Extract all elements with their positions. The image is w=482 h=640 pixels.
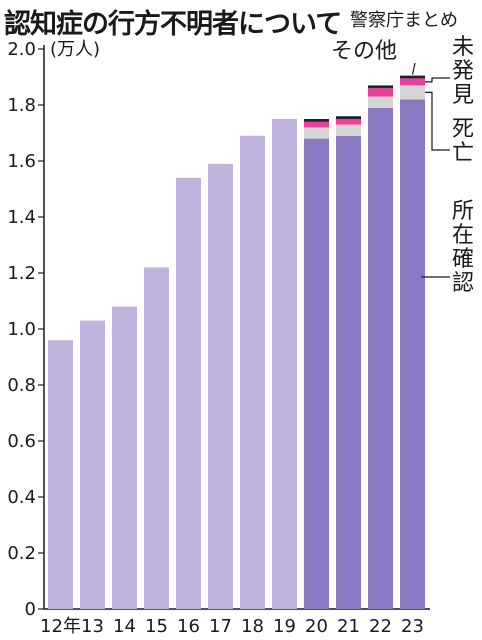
bar-未発見-21 bbox=[336, 119, 361, 125]
bar-所在確認-20 bbox=[304, 138, 329, 609]
y-tick-label: 2.0 bbox=[7, 39, 36, 60]
x-tick-label: 20 bbox=[305, 616, 328, 637]
x-tick-label: 22 bbox=[369, 616, 392, 637]
bar-未発見-22 bbox=[368, 88, 393, 97]
y-tick-label: 1.6 bbox=[7, 151, 36, 172]
bars bbox=[48, 75, 425, 610]
y-tick-label: 0.4 bbox=[7, 487, 36, 508]
chart-title: 認知症の行方不明者について bbox=[4, 9, 342, 40]
bar-所在確認-13 bbox=[80, 320, 105, 609]
x-tick-label: 21 bbox=[337, 616, 360, 637]
leader-未発見 bbox=[425, 77, 450, 83]
bar-その他-21 bbox=[336, 116, 361, 119]
bar-死亡-20 bbox=[304, 127, 329, 139]
bar-所在確認-16 bbox=[176, 177, 201, 610]
y-tick-label: 1.2 bbox=[7, 263, 36, 284]
bar-死亡-23 bbox=[400, 85, 425, 100]
bar-死亡-21 bbox=[336, 124, 361, 136]
bar-所在確認-17 bbox=[208, 163, 233, 610]
x-axis-labels: 12年 13 14 15 16 17 18 19 20 21 22 23 bbox=[40, 616, 424, 637]
bar-未発見-20 bbox=[304, 121, 329, 128]
leader-その他 bbox=[411, 62, 416, 75]
bar-所在確認-21 bbox=[336, 135, 361, 610]
y-axis: 0 0.2 0.4 0.6 0.8 1.0 1.2 1.4 1.6 1.8 2.0 bbox=[7, 39, 430, 620]
bar-所在確認-22 bbox=[368, 107, 393, 610]
y-tick-label: 1.4 bbox=[7, 207, 36, 228]
y-tick-label: 1.0 bbox=[7, 319, 36, 340]
x-tick-label: 15 bbox=[145, 616, 168, 637]
x-tick-label: 16 bbox=[177, 616, 200, 637]
x-tick-label: 13 bbox=[81, 616, 104, 637]
bar-その他-22 bbox=[368, 85, 393, 89]
label-未発見: 未発見 bbox=[452, 35, 474, 108]
bar-死亡-22 bbox=[368, 96, 393, 108]
bar-その他-23 bbox=[400, 75, 425, 79]
bar-所在確認-12年 bbox=[48, 340, 73, 609]
bar-所在確認-18 bbox=[240, 135, 265, 610]
label-その他: その他 bbox=[331, 39, 397, 64]
bar-所在確認-23 bbox=[400, 99, 425, 610]
x-tick-label: 19 bbox=[273, 616, 296, 637]
x-tick-label: 17 bbox=[209, 616, 232, 637]
y-axis-unit: (万人) bbox=[50, 39, 100, 60]
y-tick-label: 0 bbox=[25, 599, 36, 620]
x-tick-label: 18 bbox=[241, 616, 264, 637]
bar-その他-20 bbox=[304, 119, 329, 122]
bar-所在確認-19 bbox=[272, 119, 297, 609]
x-tick-label: 12年 bbox=[40, 616, 81, 637]
label-死亡: 死亡 bbox=[452, 117, 474, 166]
bar-未発見-23 bbox=[400, 78, 425, 86]
bar-所在確認-15 bbox=[144, 267, 169, 609]
leader-死亡 bbox=[425, 91, 450, 151]
x-tick-label: 23 bbox=[401, 616, 424, 637]
y-tick-label: 1.8 bbox=[7, 95, 36, 116]
x-tick-label: 14 bbox=[113, 616, 136, 637]
y-tick-label: 0.8 bbox=[7, 375, 36, 396]
y-tick-label: 0.2 bbox=[7, 543, 36, 564]
source-note: 警察庁まとめ bbox=[350, 10, 458, 31]
label-所在確認: 所在確認 bbox=[452, 199, 474, 296]
y-tick-label: 0.6 bbox=[7, 431, 36, 452]
bar-所在確認-14 bbox=[112, 306, 137, 609]
